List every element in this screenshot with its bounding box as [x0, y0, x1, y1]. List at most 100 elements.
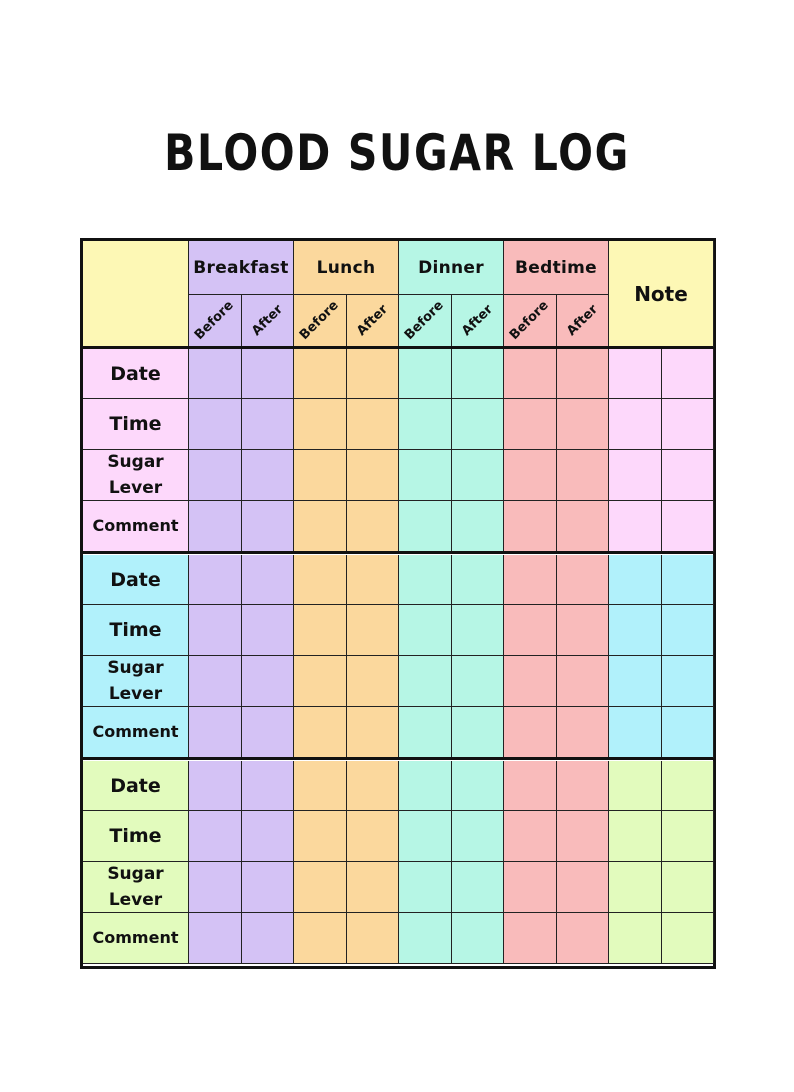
log-entry-cell[interactable] — [189, 501, 242, 552]
log-entry-cell[interactable] — [399, 605, 452, 656]
log-entry-cell[interactable] — [556, 399, 609, 450]
log-entry-cell[interactable] — [399, 450, 452, 501]
log-entry-cell[interactable] — [451, 450, 504, 501]
log-entry-cell[interactable] — [399, 913, 452, 964]
log-entry-cell[interactable] — [451, 811, 504, 862]
log-entry-cell[interactable] — [346, 349, 399, 399]
log-entry-cell[interactable] — [294, 811, 347, 862]
log-entry-cell[interactable] — [241, 761, 294, 811]
log-entry-cell[interactable] — [189, 605, 242, 656]
log-entry-cell[interactable] — [399, 399, 452, 450]
log-entry-cell[interactable] — [504, 761, 557, 811]
note-cell[interactable] — [609, 913, 662, 964]
log-entry-cell[interactable] — [241, 656, 294, 707]
log-entry-cell[interactable] — [294, 862, 347, 913]
note-cell[interactable] — [609, 707, 662, 758]
log-entry-cell[interactable] — [346, 707, 399, 758]
log-entry-cell[interactable] — [189, 862, 242, 913]
log-entry-cell[interactable] — [451, 501, 504, 552]
log-entry-cell[interactable] — [556, 761, 609, 811]
note-cell[interactable] — [609, 399, 662, 450]
log-entry-cell[interactable] — [399, 555, 452, 605]
log-entry-cell[interactable] — [451, 656, 504, 707]
log-entry-cell[interactable] — [399, 862, 452, 913]
log-entry-cell[interactable] — [241, 450, 294, 501]
log-entry-cell[interactable] — [294, 450, 347, 501]
log-entry-cell[interactable] — [241, 605, 294, 656]
log-entry-cell[interactable] — [346, 399, 399, 450]
log-entry-cell[interactable] — [451, 399, 504, 450]
log-entry-cell[interactable] — [346, 656, 399, 707]
note-cell[interactable] — [609, 605, 662, 656]
note-cell[interactable] — [661, 707, 714, 758]
log-entry-cell[interactable] — [241, 862, 294, 913]
log-entry-cell[interactable] — [556, 862, 609, 913]
note-cell[interactable] — [609, 811, 662, 862]
log-entry-cell[interactable] — [556, 450, 609, 501]
log-entry-cell[interactable] — [504, 450, 557, 501]
log-entry-cell[interactable] — [556, 349, 609, 399]
log-entry-cell[interactable] — [504, 811, 557, 862]
note-cell[interactable] — [661, 862, 714, 913]
log-entry-cell[interactable] — [346, 913, 399, 964]
log-entry-cell[interactable] — [294, 349, 347, 399]
log-entry-cell[interactable] — [189, 399, 242, 450]
log-entry-cell[interactable] — [399, 811, 452, 862]
log-entry-cell[interactable] — [346, 605, 399, 656]
note-cell[interactable] — [609, 656, 662, 707]
note-cell[interactable] — [661, 450, 714, 501]
log-entry-cell[interactable] — [241, 811, 294, 862]
log-entry-cell[interactable] — [451, 349, 504, 399]
log-entry-cell[interactable] — [346, 862, 399, 913]
log-entry-cell[interactable] — [451, 761, 504, 811]
log-entry-cell[interactable] — [451, 862, 504, 913]
log-entry-cell[interactable] — [189, 707, 242, 758]
log-entry-cell[interactable] — [189, 555, 242, 605]
log-entry-cell[interactable] — [504, 555, 557, 605]
log-entry-cell[interactable] — [294, 605, 347, 656]
log-entry-cell[interactable] — [556, 811, 609, 862]
log-entry-cell[interactable] — [451, 913, 504, 964]
log-entry-cell[interactable] — [556, 656, 609, 707]
log-entry-cell[interactable] — [241, 399, 294, 450]
log-entry-cell[interactable] — [241, 555, 294, 605]
log-entry-cell[interactable] — [451, 707, 504, 758]
log-entry-cell[interactable] — [294, 761, 347, 811]
log-entry-cell[interactable] — [504, 349, 557, 399]
note-cell[interactable] — [609, 349, 662, 399]
log-entry-cell[interactable] — [346, 555, 399, 605]
note-cell[interactable] — [661, 501, 714, 552]
log-entry-cell[interactable] — [504, 399, 557, 450]
log-entry-cell[interactable] — [294, 656, 347, 707]
log-entry-cell[interactable] — [189, 450, 242, 501]
note-cell[interactable] — [661, 656, 714, 707]
log-entry-cell[interactable] — [241, 501, 294, 552]
log-entry-cell[interactable] — [294, 913, 347, 964]
log-entry-cell[interactable] — [504, 913, 557, 964]
note-cell[interactable] — [609, 501, 662, 552]
log-entry-cell[interactable] — [399, 349, 452, 399]
log-entry-cell[interactable] — [399, 501, 452, 552]
log-entry-cell[interactable] — [451, 605, 504, 656]
log-entry-cell[interactable] — [399, 707, 452, 758]
note-cell[interactable] — [609, 761, 662, 811]
note-cell[interactable] — [661, 811, 714, 862]
log-entry-cell[interactable] — [346, 501, 399, 552]
log-entry-cell[interactable] — [241, 707, 294, 758]
note-cell[interactable] — [661, 555, 714, 605]
log-entry-cell[interactable] — [294, 707, 347, 758]
log-entry-cell[interactable] — [189, 913, 242, 964]
log-entry-cell[interactable] — [241, 349, 294, 399]
log-entry-cell[interactable] — [399, 761, 452, 811]
log-entry-cell[interactable] — [556, 913, 609, 964]
log-entry-cell[interactable] — [189, 656, 242, 707]
log-entry-cell[interactable] — [189, 349, 242, 399]
log-entry-cell[interactable] — [241, 913, 294, 964]
log-entry-cell[interactable] — [294, 555, 347, 605]
note-cell[interactable] — [661, 399, 714, 450]
log-entry-cell[interactable] — [189, 811, 242, 862]
note-cell[interactable] — [609, 862, 662, 913]
log-entry-cell[interactable] — [294, 399, 347, 450]
log-entry-cell[interactable] — [556, 555, 609, 605]
log-entry-cell[interactable] — [504, 605, 557, 656]
